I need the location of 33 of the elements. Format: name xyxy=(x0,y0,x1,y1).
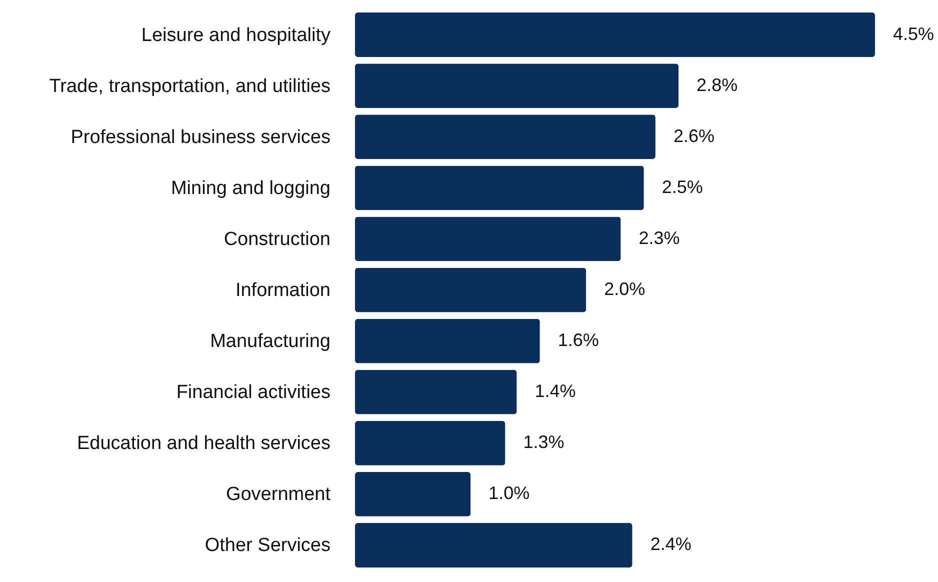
data-label: 1.4% xyxy=(534,381,576,402)
y-tick-label: Professional business services xyxy=(70,126,330,148)
y-tick-label: Information xyxy=(235,280,330,301)
bar xyxy=(355,166,644,210)
y-tick-label: Financial activities xyxy=(176,382,330,404)
data-label: 2.6% xyxy=(673,126,714,146)
data-label: 2.8% xyxy=(696,74,738,95)
bar xyxy=(355,114,656,160)
data-label: 2.0% xyxy=(604,279,646,299)
bar xyxy=(355,12,875,57)
data-label: 2.4% xyxy=(650,534,692,554)
y-tick-label: Leisure and hospitality xyxy=(141,24,331,46)
bar xyxy=(355,472,471,516)
y-tick-label: Other Services xyxy=(204,535,330,556)
bar xyxy=(355,268,586,312)
data-label: 2.3% xyxy=(638,228,680,248)
data-label: 2.5% xyxy=(662,176,703,197)
bar xyxy=(355,64,679,108)
y-tick-label: Mining and logging xyxy=(170,178,330,199)
data-label: 4.5% xyxy=(893,24,934,44)
bar xyxy=(355,216,621,262)
y-tick-label: Trade, transportation, and utilities xyxy=(49,76,330,97)
y-tick-label: Construction xyxy=(224,228,330,250)
bar xyxy=(355,318,540,364)
y-tick-label: Education and health services xyxy=(77,433,330,454)
data-label: 1.0% xyxy=(488,483,530,504)
bar xyxy=(355,370,517,414)
data-label: 1.6% xyxy=(558,330,599,350)
bar xyxy=(355,420,506,466)
y-tick-label: Government xyxy=(226,484,332,506)
data-label: 1.3% xyxy=(523,432,564,452)
bar xyxy=(355,523,632,568)
y-tick-label: Manufacturing xyxy=(210,331,330,352)
